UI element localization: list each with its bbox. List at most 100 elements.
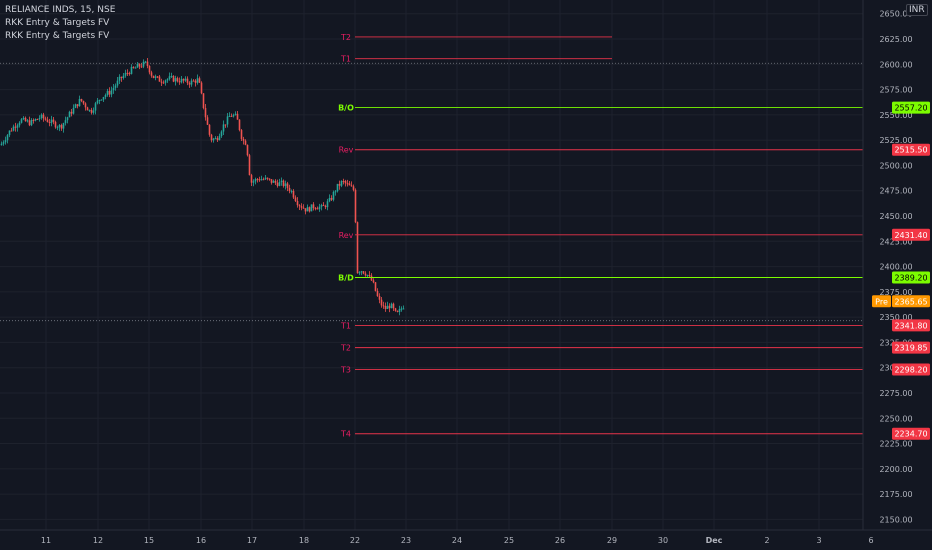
price-badge-text: 2341.80 — [894, 321, 927, 330]
candle-body — [188, 82, 191, 85]
candle-body — [176, 78, 179, 82]
candle-body — [196, 78, 199, 83]
level-label: B/D — [338, 273, 354, 282]
time-axis[interactable]: 11 12 15 16 17 18 22 23 24 25 26 29 30 Dec 2 3 6 — [41, 536, 874, 545]
candle-body — [8, 130, 11, 136]
candle-body — [138, 64, 141, 67]
price-badge — [892, 363, 930, 376]
price-badge — [892, 228, 930, 241]
candle-body — [270, 179, 273, 183]
candle-body — [38, 118, 41, 120]
y-tick-label: 2350.00 — [879, 313, 912, 322]
y-tick-label: 2225.00 — [879, 440, 912, 449]
level-label: T2 — [340, 33, 351, 42]
candle-body — [340, 181, 343, 186]
indicator-legend-2[interactable]: RKK Entry & Targets FV — [5, 31, 110, 41]
candle-body — [248, 155, 251, 176]
price-axis[interactable]: 2150.00 2175.00 2200.00 2225.00 2250.00 2275.… — [879, 10, 912, 525]
candle-body — [122, 75, 125, 78]
candle-body — [266, 177, 269, 179]
candle-body — [224, 124, 227, 126]
candle-body — [306, 207, 309, 212]
level-label: T3 — [340, 366, 351, 375]
candle-body — [240, 130, 243, 139]
candle-body — [336, 183, 339, 192]
candle-body — [66, 117, 69, 121]
candle-body — [360, 271, 363, 273]
candle-body — [216, 138, 219, 141]
price-badge — [892, 341, 930, 354]
x-tick-label: 6 — [868, 536, 873, 545]
candle-body — [130, 66, 133, 74]
y-tick-label: 2450.00 — [879, 212, 912, 221]
candle-body — [100, 99, 103, 101]
x-tick-label: 18 — [299, 536, 309, 545]
candle-body — [312, 204, 315, 209]
indicator-legend-1[interactable]: RKK Entry & Targets FV — [5, 18, 110, 28]
candle-body — [32, 120, 35, 122]
candle-body — [204, 107, 207, 118]
candle-body — [104, 94, 107, 98]
candle-body — [26, 120, 29, 122]
y-tick-label: 2175.00 — [879, 490, 912, 499]
candle-body — [64, 120, 67, 124]
candle-body — [186, 78, 189, 83]
level-label: Rev — [339, 146, 354, 155]
candle-body — [18, 122, 21, 126]
price-badge-text: 2557.20 — [894, 104, 927, 113]
x-tick-label: 17 — [247, 536, 257, 545]
candle-body — [400, 308, 403, 310]
candle-body — [194, 80, 197, 83]
y-tick-label: 2550.00 — [879, 111, 912, 120]
candle-body — [280, 180, 283, 183]
candle-body — [212, 138, 215, 141]
candle-body — [244, 140, 247, 145]
candle-body — [330, 197, 333, 200]
candle-body — [262, 179, 265, 181]
candle-body — [344, 181, 347, 184]
candle-body — [294, 197, 297, 202]
candle-body — [116, 80, 119, 86]
candle-body — [110, 90, 113, 95]
candle-body — [178, 81, 181, 83]
candle-body — [192, 80, 195, 82]
candle-body — [148, 65, 151, 73]
candle-body — [328, 197, 331, 202]
candle-body — [126, 72, 129, 74]
candle-body — [302, 207, 305, 209]
candle-body — [0, 143, 3, 146]
candle-body — [16, 125, 19, 128]
candle-body — [142, 61, 145, 67]
y-tick-label: 2500.00 — [879, 161, 912, 170]
candle-body — [132, 66, 135, 68]
x-tick-label: 29 — [607, 536, 617, 545]
candle-body — [206, 117, 209, 125]
level-label: Rev — [339, 231, 354, 240]
candle-body — [362, 271, 365, 274]
x-tick-label: 3 — [816, 536, 821, 545]
candle-body — [10, 130, 13, 132]
y-tick-label: 2650.00 — [879, 10, 912, 19]
candle-body — [48, 122, 51, 124]
candle-body — [310, 204, 313, 212]
y-tick-label: 2525.00 — [879, 136, 912, 145]
candle-body — [182, 78, 185, 81]
candle-body — [252, 181, 255, 183]
candle-body — [264, 177, 267, 180]
level-lines: T2 T1 B/O Rev Rev B/D T1 T2 T3 T4 — [338, 33, 863, 439]
candle-body — [94, 103, 97, 111]
x-tick-label: 26 — [555, 536, 565, 545]
candle-body — [50, 119, 53, 123]
candle-body — [88, 109, 91, 111]
x-tick-label: 22 — [350, 536, 360, 545]
x-tick-label: 24 — [452, 536, 462, 545]
candle-body — [52, 119, 55, 122]
currency-badge[interactable]: INR — [906, 4, 928, 16]
symbol-title[interactable]: RELIANCE INDS, 15, NSE — [5, 5, 116, 15]
candle-body — [296, 201, 299, 206]
candle-body — [12, 126, 15, 131]
candle-body — [308, 207, 311, 212]
candle-body — [326, 201, 329, 208]
candle-body — [384, 305, 387, 309]
